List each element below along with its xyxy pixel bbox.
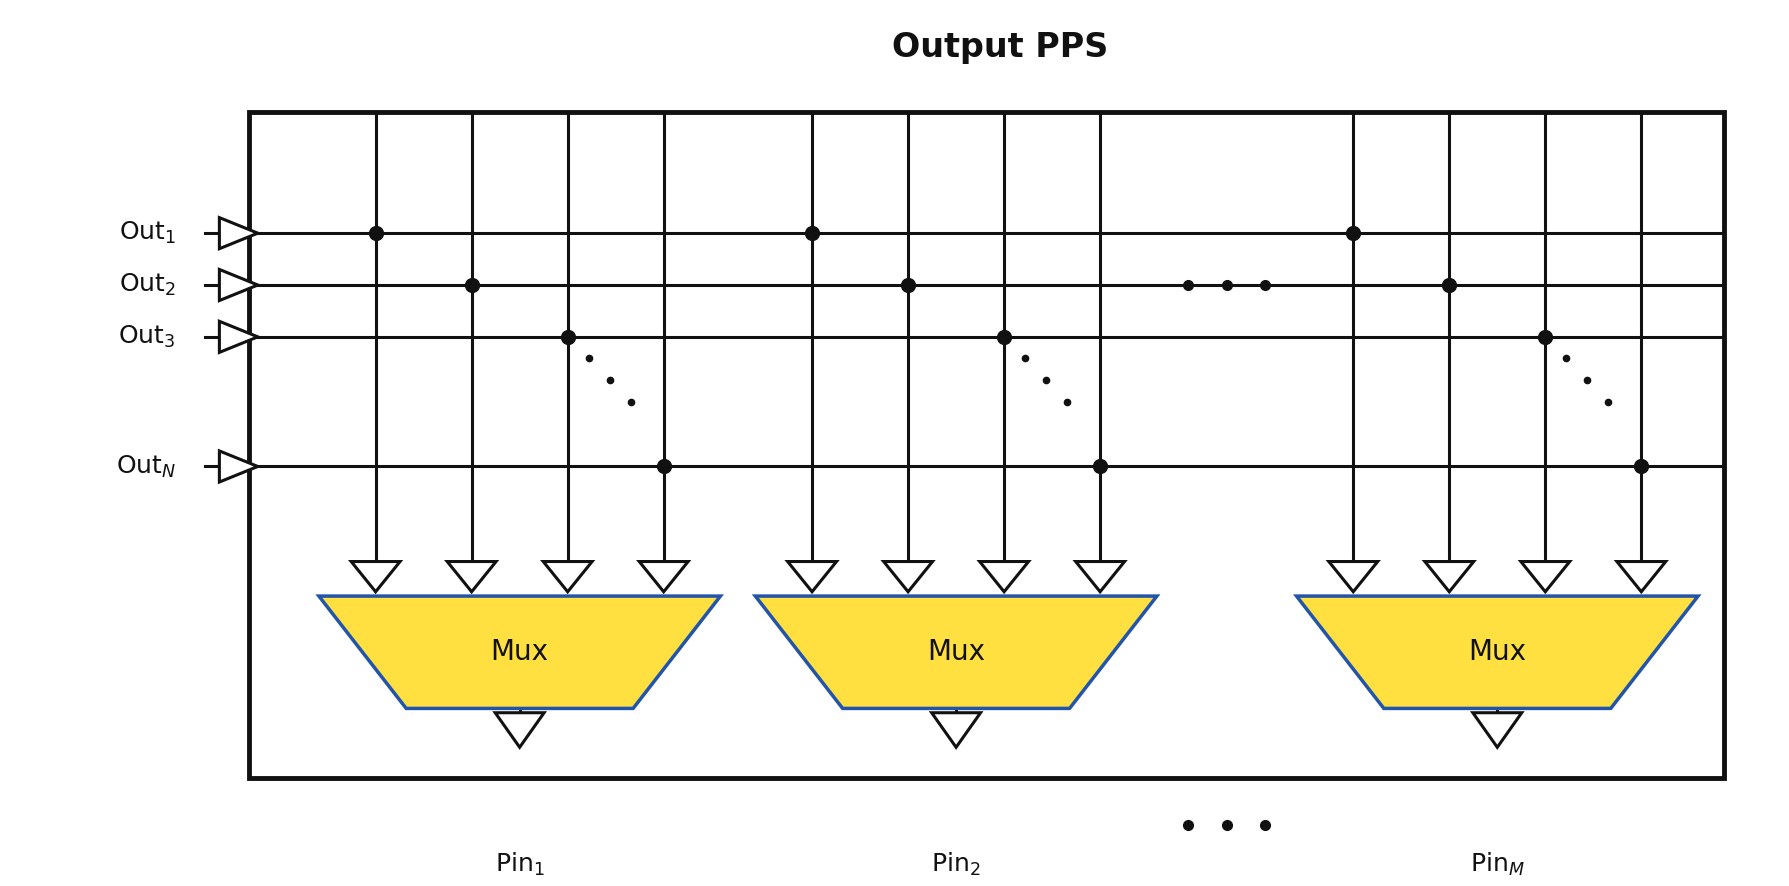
Polygon shape	[1615, 562, 1666, 592]
Polygon shape	[639, 562, 687, 592]
Text: Pin$_2$: Pin$_2$	[930, 851, 980, 878]
Polygon shape	[220, 218, 258, 249]
Text: Mux: Mux	[927, 638, 984, 666]
Polygon shape	[220, 322, 258, 353]
Polygon shape	[787, 562, 835, 592]
Polygon shape	[220, 269, 258, 300]
Polygon shape	[318, 596, 719, 709]
Polygon shape	[496, 712, 544, 747]
Polygon shape	[220, 451, 258, 482]
Polygon shape	[1327, 562, 1378, 592]
Text: Mux: Mux	[490, 638, 549, 666]
Text: Out$_3$: Out$_3$	[118, 323, 175, 350]
Polygon shape	[884, 562, 932, 592]
Polygon shape	[542, 562, 592, 592]
Polygon shape	[1521, 562, 1569, 592]
Text: Out$_N$: Out$_N$	[116, 454, 175, 479]
Polygon shape	[930, 712, 980, 747]
Polygon shape	[1472, 712, 1521, 747]
Text: Out$_1$: Out$_1$	[118, 220, 175, 246]
Polygon shape	[755, 596, 1156, 709]
Polygon shape	[1424, 562, 1472, 592]
Polygon shape	[447, 562, 496, 592]
Text: Pin$_M$: Pin$_M$	[1469, 851, 1524, 878]
Text: Mux: Mux	[1467, 638, 1526, 666]
Polygon shape	[979, 562, 1029, 592]
Polygon shape	[1295, 596, 1698, 709]
Polygon shape	[351, 562, 401, 592]
Text: Out$_2$: Out$_2$	[118, 272, 175, 298]
Bar	[249, 113, 1723, 778]
Text: Output PPS: Output PPS	[891, 31, 1107, 64]
Text: Pin$_1$: Pin$_1$	[494, 851, 544, 878]
Polygon shape	[1075, 562, 1123, 592]
